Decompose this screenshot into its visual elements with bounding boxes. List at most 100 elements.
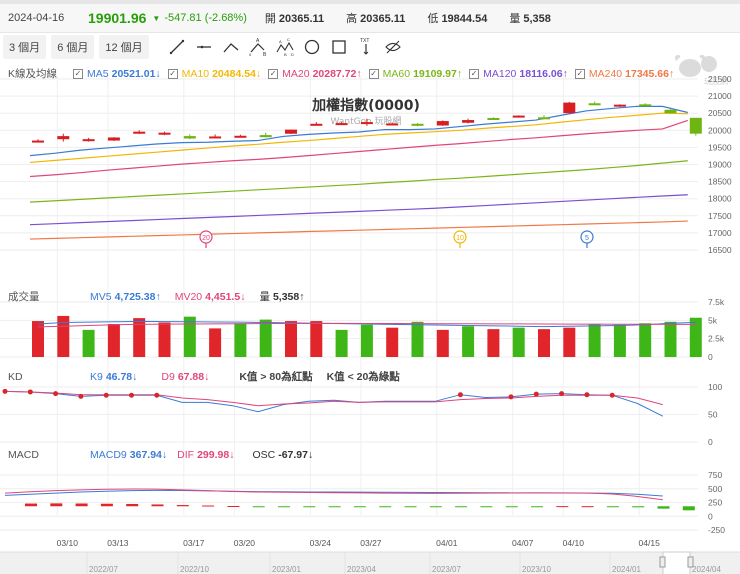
svg-text:玩股網: 玩股網 — [704, 76, 728, 86]
svg-text:250: 250 — [708, 498, 722, 508]
svg-text:2023/10: 2023/10 — [522, 565, 551, 574]
range-3m-button[interactable]: 3 個月 — [3, 34, 47, 59]
ma60-toggle[interactable]: ✓ MA60 19109.97 ↑ — [368, 67, 463, 80]
svg-text:2023/04: 2023/04 — [347, 565, 376, 574]
checkbox-icon[interactable]: ✓ — [574, 68, 585, 79]
chart-area: 16500 17000 17500 18000 18500 19000 19500 20000… — [0, 54, 740, 574]
osc-value: OSC -67.97↓ — [252, 449, 314, 461]
svg-text:B: B — [284, 52, 287, 57]
checkbox-icon[interactable]: ✓ — [268, 68, 279, 79]
macd9-value: MACD9 367.94↓ — [90, 449, 168, 461]
quote-change-value: -547.81 (-2.68%) — [164, 12, 247, 24]
svg-text:04/07: 04/07 — [512, 538, 534, 548]
svg-text:0: 0 — [249, 52, 252, 57]
svg-text:04/10: 04/10 — [563, 538, 585, 548]
svg-text:19500: 19500 — [708, 142, 732, 152]
checkbox-icon[interactable]: ✓ — [368, 68, 379, 79]
svg-text:03/17: 03/17 — [183, 538, 205, 548]
abc-pattern-tool-icon[interactable]: A B 0 — [245, 36, 271, 58]
range-6m-button[interactable]: 6 個月 — [51, 34, 95, 59]
svg-text:500: 500 — [708, 484, 722, 494]
volume-value: 量 5,358↑ — [259, 291, 305, 303]
svg-text:50: 50 — [708, 410, 718, 420]
wantgoo-logo: 玩股網 — [674, 54, 730, 91]
svg-text:A: A — [256, 38, 260, 44]
macd-title: MACD — [8, 449, 39, 461]
svg-text:2022/10: 2022/10 — [180, 565, 209, 574]
text-tool-icon[interactable]: TXT — [353, 36, 379, 58]
svg-text:TXT: TXT — [360, 38, 369, 44]
checkbox-icon[interactable]: ✓ — [73, 68, 84, 79]
svg-text:C: C — [287, 37, 290, 42]
svg-text:20: 20 — [202, 235, 210, 242]
svg-text:2023/01: 2023/01 — [272, 565, 301, 574]
quote-open: 開 20365.11 — [264, 13, 325, 25]
range-12m-button[interactable]: 12 個月 — [99, 34, 149, 59]
svg-text:B: B — [263, 52, 267, 57]
svg-text:04/15: 04/15 — [639, 538, 661, 548]
svg-text:21000: 21000 — [708, 91, 732, 101]
mv5-value: MV5 4,725.38↑ — [90, 290, 161, 303]
checkbox-icon[interactable]: ✓ — [469, 68, 480, 79]
k9-value: K9 46.78↓ — [90, 370, 138, 383]
svg-text:19000: 19000 — [708, 160, 732, 170]
hide-drawings-icon[interactable] — [380, 36, 406, 58]
svg-text:2022/07: 2022/07 — [89, 565, 118, 574]
svg-text:10: 10 — [456, 235, 464, 242]
quote-low: 低 19844.54 — [427, 13, 488, 25]
svg-text:16500: 16500 — [708, 245, 732, 255]
svg-text:750: 750 — [708, 470, 722, 480]
svg-text:7.5k: 7.5k — [708, 297, 725, 307]
circle-tool-icon[interactable] — [299, 36, 325, 58]
quote-change: ▼ -547.81 (-2.68%) — [152, 12, 246, 24]
line-tool-icon[interactable] — [164, 36, 190, 58]
svg-text:D: D — [291, 52, 294, 57]
svg-text:2.5k: 2.5k — [708, 334, 725, 344]
chart-canvas[interactable]: 1650017000175001800018500190001950020000… — [0, 60, 740, 574]
kd-legend: KD K9 46.78↓ D9 67.88↓ K值 > 80為紅點 K值 < 20為… — [8, 369, 414, 384]
svg-text:18500: 18500 — [708, 177, 732, 187]
svg-text:20500: 20500 — [708, 108, 732, 118]
rectangle-tool-icon[interactable] — [326, 36, 352, 58]
svg-text:03/13: 03/13 — [107, 538, 129, 548]
ma240-toggle[interactable]: ✓ MA240 17345.66 ↑ — [574, 67, 675, 80]
quote-bar: 2024-04-16 19901.96 ▼ -547.81 (-2.68%) 開… — [0, 4, 740, 33]
svg-text:03/10: 03/10 — [57, 538, 79, 548]
svg-text:0: 0 — [708, 352, 713, 362]
svg-text:03/20: 03/20 — [234, 538, 256, 548]
angle-tool-icon[interactable] — [218, 36, 244, 58]
ma120-toggle[interactable]: ✓ MA120 18116.06 ↑ — [469, 67, 568, 80]
svg-text:2023/07: 2023/07 — [432, 565, 461, 574]
svg-text:18000: 18000 — [708, 194, 732, 204]
svg-text:5: 5 — [585, 235, 589, 242]
svg-text:5k: 5k — [708, 315, 718, 325]
svg-text:WantGoo 玩股網: WantGoo 玩股網 — [331, 115, 402, 127]
macd-legend: MACD MACD9 367.94↓ DIF 299.98↓ OSC -67.97↓ — [8, 449, 327, 461]
ma-legend: K線及均線 ✓ MA5 20521.01 ↓ ✓ MA10 20484.54 ↓ ✓ MA20… — [8, 66, 681, 81]
checkbox-icon[interactable]: ✓ — [167, 68, 178, 79]
kd-note-green: K值 < 20為綠點 — [326, 371, 400, 383]
kd-note-red: K值 > 80為紅點 — [239, 371, 313, 383]
ma5-toggle[interactable]: ✓ MA5 20521.01 ↓ — [73, 67, 161, 80]
volume-legend: 成交量 MV5 4,725.38↑ MV20 4,451.5↓ 量 5,358↑ — [8, 289, 318, 304]
quote-price: 19901.96 — [88, 10, 147, 26]
ma10-toggle[interactable]: ✓ MA10 20484.54 ↓ — [167, 67, 262, 80]
volume-title: 成交量 — [8, 291, 40, 303]
svg-text:04/01: 04/01 — [436, 538, 458, 548]
quote-date: 2024-04-16 — [8, 12, 65, 24]
svg-text:0: 0 — [708, 511, 713, 521]
svg-text:17500: 17500 — [708, 211, 732, 221]
svg-text:加權指數(0000): 加權指數(0000) — [311, 97, 420, 114]
svg-text:-250: -250 — [708, 525, 725, 535]
dif-value: DIF 299.98↓ — [177, 449, 235, 461]
quote-high: 高 20365.11 — [346, 13, 406, 25]
horizontal-line-tool-icon[interactable] — [191, 36, 217, 58]
svg-text:21500: 21500 — [708, 74, 732, 84]
mv20-value: MV20 4,451.5↓ — [174, 290, 246, 303]
ma20-toggle[interactable]: ✓ MA20 20287.72 ↑ — [268, 67, 362, 80]
kd-title: KD — [8, 370, 23, 383]
svg-text:03/27: 03/27 — [360, 538, 382, 548]
svg-text:0: 0 — [708, 437, 713, 447]
